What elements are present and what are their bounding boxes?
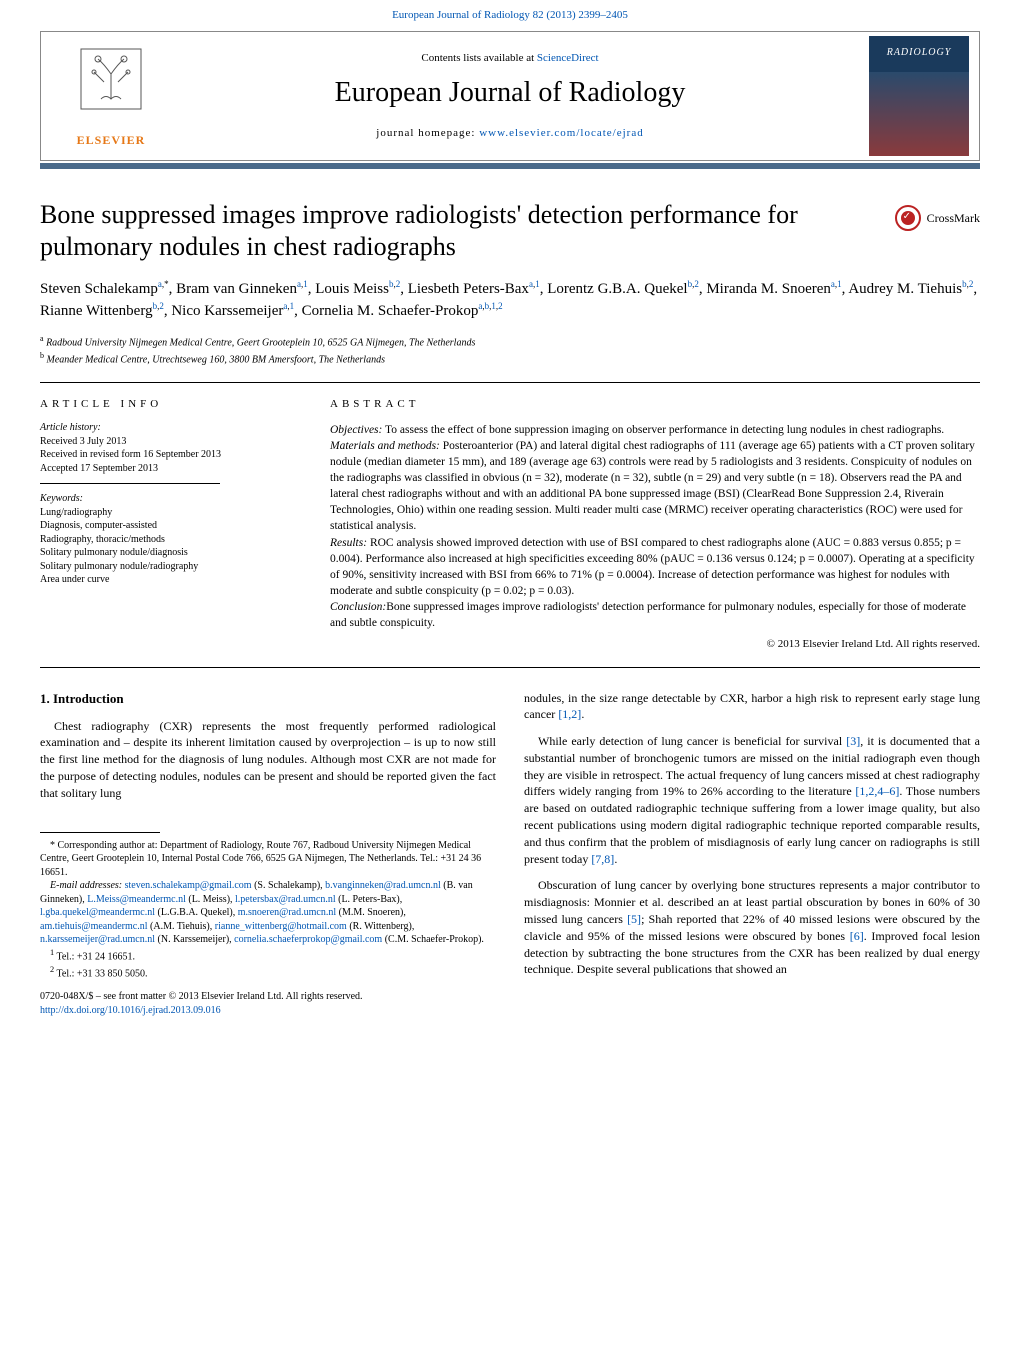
ref-link[interactable]: [1,2,4–6] [855,784,899,798]
ref-link[interactable]: [3] [846,734,860,748]
journal-citation: European Journal of Radiology 82 (2013) … [0,0,1020,27]
contents-line: Contents lists available at ScienceDirec… [181,51,839,66]
email-link[interactable]: am.tiehuis@meandermc.nl [40,921,148,932]
affiliations: a Radboud University Nijmegen Medical Ce… [40,333,980,368]
crossmark-badge[interactable]: CrossMark [895,205,980,231]
intro-p2: nodules, in the size range detectable by… [524,690,980,724]
journal-cover-text: RADIOLOGY [887,46,952,60]
email-link[interactable]: m.snoeren@rad.umcn.nl [238,907,336,918]
results-text: ROC analysis showed improved detection w… [330,537,975,597]
doi-link[interactable]: http://dx.doi.org/10.1016/j.ejrad.2013.0… [40,1005,221,1016]
keyword-item: Solitary pulmonary nodule/radiography [40,560,300,574]
elsevier-logo: ELSEVIER [51,36,171,156]
article-info: article info Article history: Received 3… [40,397,300,653]
tel-1: 1 Tel.: +31 24 16651. [40,947,496,964]
email-link[interactable]: l.gba.quekel@meandermc.nl [40,907,155,918]
keyword-item: Area under curve [40,573,300,587]
abstract: abstract Objectives: To assess the effec… [330,397,980,653]
right-column: nodules, in the size range detectable by… [524,690,980,1019]
info-heading: article info [40,397,300,412]
accepted-date: Accepted 17 September 2013 [40,462,300,476]
footnote-divider [40,832,160,833]
conclusion-label: Conclusion: [330,601,386,613]
abstract-copyright: © 2013 Elsevier Ireland Ltd. All rights … [330,637,980,652]
affiliation-b: b Meander Medical Centre, Utrechtseweg 1… [40,350,980,367]
ref-link[interactable]: [6] [850,929,864,943]
history-label: Article history: [40,421,300,435]
article-title: Bone suppressed images improve radiologi… [40,199,875,264]
results-label: Results: [330,537,367,549]
email-link[interactable]: steven.schalekamp@gmail.com [125,880,252,891]
divider [40,382,980,383]
copyright-footer: 0720-048X/$ – see front matter © 2013 El… [40,990,496,1018]
keywords-list: Lung/radiographyDiagnosis, computer-assi… [40,506,300,587]
conclusion-text: Bone suppressed images improve radiologi… [330,601,966,629]
keyword-item: Diagnosis, computer-assisted [40,519,300,533]
front-matter: 0720-048X/$ – see front matter © 2013 El… [40,990,496,1004]
keywords-divider [40,483,220,484]
elsevier-tree-icon [76,44,146,132]
tel-2: 2 Tel.: +31 33 850 5050. [40,964,496,981]
section-heading: 1. Introduction [40,690,496,708]
header-center: Contents lists available at ScienceDirec… [181,51,839,140]
divider [40,667,980,668]
received-date: Received 3 July 2013 [40,435,300,449]
email-link[interactable]: cornelia.schaeferprokop@gmail.com [234,934,382,945]
email-link[interactable]: rianne_wittenberg@hotmail.com [215,921,347,932]
ref-link[interactable]: [7,8] [591,852,614,866]
journal-citation-link[interactable]: European Journal of Radiology 82 (2013) … [392,9,628,21]
elsevier-name: ELSEVIER [77,132,146,148]
ref-link[interactable]: [1,2] [558,707,581,721]
objectives-text: To assess the effect of bone suppression… [382,424,944,436]
crossmark-label: CrossMark [927,210,980,226]
keyword-item: Radiography, thoracic/methods [40,533,300,547]
author-list: Steven Schalekampa,*, Bram van Ginnekena… [40,278,980,323]
homepage-prefix: journal homepage: [376,127,479,139]
left-column: 1. Introduction Chest radiography (CXR) … [40,690,496,1019]
journal-name: European Journal of Radiology [181,74,839,112]
revised-date: Received in revised form 16 September 20… [40,448,300,462]
keyword-item: Solitary pulmonary nodule/diagnosis [40,546,300,560]
contents-prefix: Contents lists available at [421,52,536,64]
footnotes: * Corresponding author at: Department of… [40,839,496,981]
abstract-body: Objectives: To assess the effect of bone… [330,422,980,631]
email-link[interactable]: L.Meiss@meandermc.nl [87,894,186,905]
ref-link[interactable]: [5] [627,912,641,926]
sciencedirect-link[interactable]: ScienceDirect [537,52,599,64]
abstract-heading: abstract [330,397,980,412]
email-addresses: E-mail addresses: steven.schalekamp@gmai… [40,879,496,947]
corresponding-author: * Corresponding author at: Department of… [40,839,496,880]
journal-homepage: journal homepage: www.elsevier.com/locat… [181,126,839,141]
intro-p4: Obscuration of lung cancer by overlying … [524,877,980,978]
keyword-item: Lung/radiography [40,506,300,520]
methods-label: Materials and methods: [330,440,440,452]
homepage-link[interactable]: www.elsevier.com/locate/ejrad [479,127,644,139]
affiliation-a: a Radboud University Nijmegen Medical Ce… [40,333,980,350]
objectives-label: Objectives: [330,424,382,436]
journal-cover-image: RADIOLOGY [869,36,969,156]
crossmark-icon [895,205,921,231]
intro-p1: Chest radiography (CXR) represents the m… [40,718,496,802]
methods-text: Posteroanterior (PA) and lateral digital… [330,440,975,532]
keywords-label: Keywords: [40,492,300,506]
email-link[interactable]: n.karssemeijer@rad.umcn.nl [40,934,155,945]
journal-header: ELSEVIER Contents lists available at Sci… [40,31,980,161]
intro-p3: While early detection of lung cancer is … [524,733,980,867]
accent-bar [40,163,980,169]
email-link[interactable]: b.vanginneken@rad.umcn.nl [325,880,441,891]
email-link[interactable]: l.petersbax@rad.umcn.nl [235,894,336,905]
